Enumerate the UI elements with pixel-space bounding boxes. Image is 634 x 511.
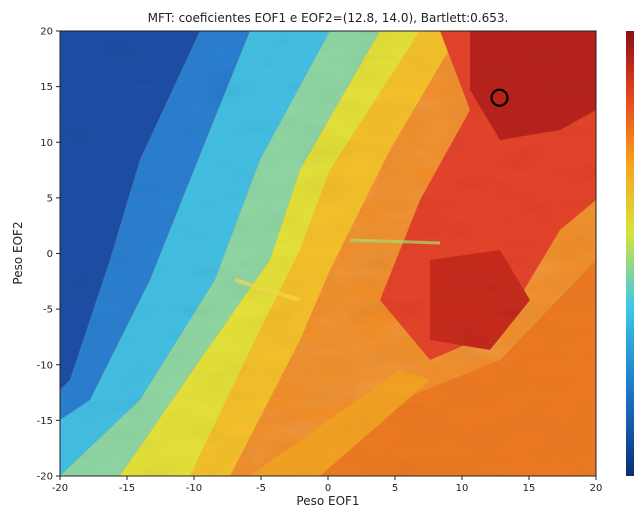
x-tick-label: -15 xyxy=(119,483,135,494)
x-tick-label: 15 xyxy=(523,483,536,494)
region-cyan xyxy=(60,31,330,476)
colorbar xyxy=(626,31,634,476)
y-tick-label: 0 xyxy=(47,249,53,260)
region-blue xyxy=(60,31,250,420)
chart-title: MFT: coeficientes EOF1 e EOF2=(12.8, 14.… xyxy=(148,11,509,25)
x-tick-label: 10 xyxy=(456,483,469,494)
region-dark-red-lower xyxy=(430,250,530,350)
y-tick-label: -10 xyxy=(37,360,53,371)
x-tick-label: -10 xyxy=(186,483,202,494)
y-tick-label: 20 xyxy=(40,27,53,38)
y-tick-label: 10 xyxy=(40,138,53,149)
y-tick-label: -20 xyxy=(37,472,53,483)
region-teal xyxy=(60,31,380,476)
region-light-orange xyxy=(190,31,460,476)
x-axis-ticks: -20 -15 -10 -5 0 5 10 15 20 xyxy=(52,476,603,494)
x-tick-label: -20 xyxy=(52,483,68,494)
x-axis-label: Peso EOF1 xyxy=(296,494,359,508)
region-yellow xyxy=(120,31,420,476)
region-orange-strip xyxy=(250,370,430,476)
streak-line-2 xyxy=(349,238,441,245)
x-tick-label: 5 xyxy=(392,483,398,494)
streak-line xyxy=(234,278,301,302)
heatmap-area xyxy=(60,31,596,476)
region-dark-blue xyxy=(60,31,200,390)
y-axis-label: Peso EOF2 xyxy=(11,221,25,284)
y-tick-label: 15 xyxy=(40,82,53,93)
y-tick-label: -15 xyxy=(37,416,53,427)
x-tick-label: -5 xyxy=(256,483,266,494)
x-tick-label: 0 xyxy=(325,483,331,494)
x-tick-label: 20 xyxy=(590,483,603,494)
y-tick-label: 5 xyxy=(47,193,53,204)
optimum-marker xyxy=(490,88,509,107)
region-dark-red-top xyxy=(470,31,596,140)
y-tick-label: -5 xyxy=(43,305,53,316)
y-axis-ticks: -20 -15 -10 -5 0 5 10 15 20 xyxy=(37,27,60,483)
